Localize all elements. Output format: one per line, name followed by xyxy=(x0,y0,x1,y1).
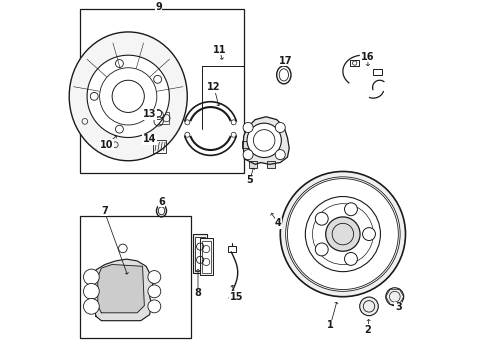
Text: 4: 4 xyxy=(275,219,281,228)
Circle shape xyxy=(325,217,359,251)
Circle shape xyxy=(243,122,253,132)
Bar xyxy=(153,140,165,153)
Circle shape xyxy=(83,298,99,314)
Circle shape xyxy=(285,177,399,291)
Text: 3: 3 xyxy=(394,302,401,312)
Circle shape xyxy=(275,150,285,160)
Bar xyxy=(228,246,236,252)
Circle shape xyxy=(315,243,327,256)
Circle shape xyxy=(243,150,253,160)
Bar xyxy=(349,60,359,66)
Text: 15: 15 xyxy=(229,292,243,302)
Circle shape xyxy=(246,123,281,158)
Text: 8: 8 xyxy=(194,288,201,298)
Text: 14: 14 xyxy=(142,134,156,144)
Circle shape xyxy=(147,285,161,298)
Text: 17: 17 xyxy=(278,55,292,66)
Polygon shape xyxy=(92,259,153,321)
Bar xyxy=(200,238,213,275)
Circle shape xyxy=(147,271,161,283)
Circle shape xyxy=(315,212,327,225)
Circle shape xyxy=(83,269,99,285)
Circle shape xyxy=(385,288,403,306)
Circle shape xyxy=(344,252,357,265)
Circle shape xyxy=(280,171,405,297)
Circle shape xyxy=(359,297,378,316)
Text: 7: 7 xyxy=(101,206,107,216)
Text: 13: 13 xyxy=(142,109,156,119)
Bar xyxy=(80,9,244,173)
Bar xyxy=(248,161,256,168)
Text: 9: 9 xyxy=(155,2,162,12)
Text: 5: 5 xyxy=(246,175,253,185)
Circle shape xyxy=(83,283,99,299)
Bar xyxy=(241,141,249,148)
Bar xyxy=(156,112,169,124)
Ellipse shape xyxy=(69,32,187,161)
Circle shape xyxy=(344,203,357,216)
Bar xyxy=(80,216,190,338)
Polygon shape xyxy=(98,265,144,313)
Polygon shape xyxy=(243,117,288,164)
Text: 6: 6 xyxy=(158,197,164,207)
Bar xyxy=(201,240,210,273)
Text: 11: 11 xyxy=(212,45,226,55)
Circle shape xyxy=(147,300,161,313)
Text: 1: 1 xyxy=(326,320,333,330)
Text: 12: 12 xyxy=(207,82,221,93)
Bar xyxy=(266,161,274,168)
Text: 2: 2 xyxy=(364,325,370,335)
Text: 10: 10 xyxy=(100,140,113,150)
Circle shape xyxy=(362,228,375,240)
Circle shape xyxy=(253,130,274,151)
Bar xyxy=(372,69,381,75)
Bar xyxy=(192,234,206,274)
Circle shape xyxy=(87,55,169,138)
Text: 16: 16 xyxy=(361,52,374,62)
Circle shape xyxy=(275,122,285,132)
Bar xyxy=(195,237,205,271)
